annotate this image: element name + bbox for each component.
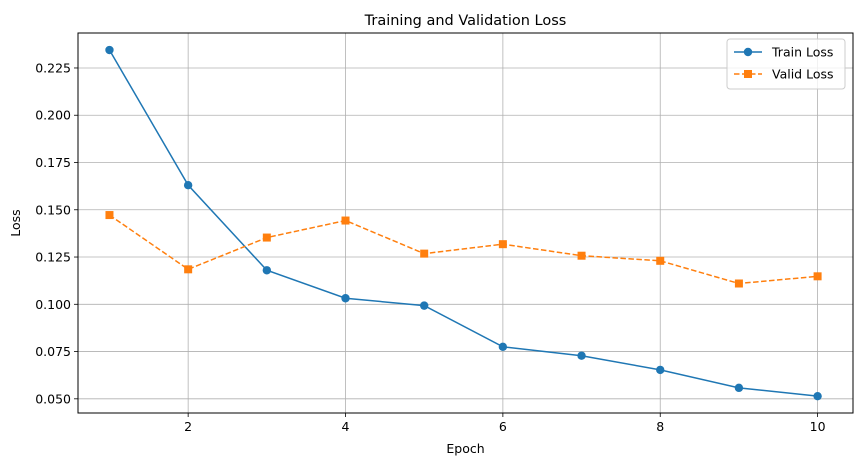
y-tick-label: 0.225: [35, 60, 71, 75]
data-point: [341, 216, 350, 225]
data-point: [813, 272, 822, 281]
series-line: [108, 49, 818, 397]
data-point: [184, 265, 193, 274]
y-tick-label: 0.100: [35, 297, 71, 312]
x-tick-label: 2: [184, 419, 192, 434]
data-point: [262, 233, 271, 242]
x-tick-label: 8: [656, 419, 664, 434]
y-tick-label: 0.200: [35, 108, 71, 123]
data-point: [813, 391, 822, 401]
y-tick-label: 0.050: [35, 391, 71, 406]
data-point: [105, 45, 114, 55]
data-point: [656, 365, 665, 375]
plot-frame: [77, 32, 854, 414]
legend-item: Valid Loss: [734, 67, 834, 82]
x-tick-label: 10: [810, 419, 826, 434]
legend-label: Valid Loss: [772, 67, 834, 82]
data-point: [656, 256, 665, 265]
y-axis-label: Loss: [8, 209, 23, 236]
y-tick-label: 0.150: [35, 202, 71, 217]
series-train-loss: [105, 45, 822, 401]
data-point: [734, 383, 744, 393]
data-point: [420, 249, 429, 258]
data-point: [183, 180, 193, 190]
legend-label: Train Loss: [771, 45, 833, 60]
series-layer: [105, 45, 822, 401]
legend: Train Loss Valid Loss: [726, 38, 846, 90]
data-point: [341, 294, 350, 303]
data-point: [498, 240, 507, 249]
legend-marker: [744, 70, 752, 78]
chart-title: Training and Validation Loss: [364, 13, 567, 29]
series-line: [109, 214, 818, 285]
y-tick-label: 0.175: [35, 155, 71, 170]
legend-item: Train Loss: [734, 45, 833, 60]
x-axis-label: Epoch: [446, 441, 484, 456]
y-tick-label: 0.125: [35, 250, 71, 265]
data-point: [734, 279, 743, 288]
ticks: 2 4 6 8 10 0.050 0.075 0.100 0.125 0.150 0.175 0.20…: [35, 60, 825, 434]
data-point: [419, 301, 429, 310]
data-point: [105, 211, 114, 220]
y-tick-label: 0.075: [35, 344, 71, 359]
x-tick-label: 4: [342, 419, 350, 434]
legend-marker: [743, 47, 753, 57]
x-tick-label: 6: [499, 419, 507, 434]
data-point: [577, 351, 586, 360]
data-point: [262, 266, 272, 275]
grid: [78, 33, 853, 413]
data-point: [498, 342, 508, 352]
series-valid-loss: [105, 211, 822, 288]
data-point: [577, 251, 586, 260]
